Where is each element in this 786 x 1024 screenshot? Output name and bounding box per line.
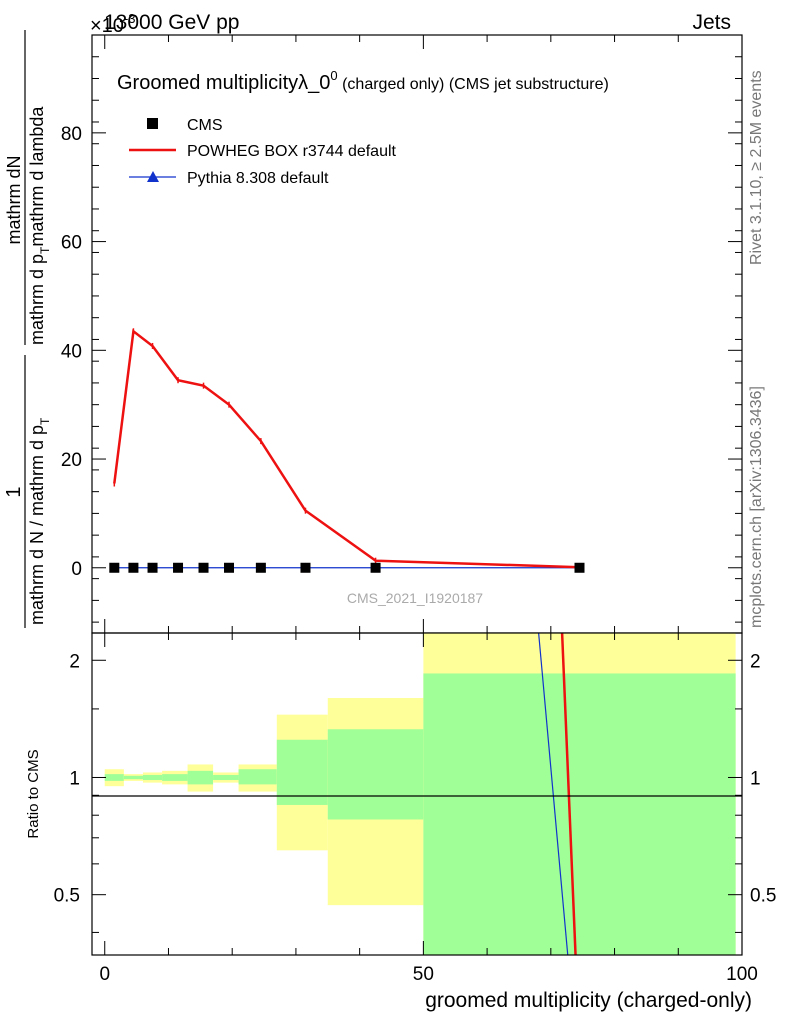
ratio-y-tick-label: 0.5 (54, 886, 80, 907)
ratio-band-inner (423, 673, 736, 955)
exponent-sup: -3 (124, 11, 136, 26)
exponent-label: ×10-3 (90, 11, 136, 37)
rivet-label: Rivet 3.1.10, ≥ 2.5M events (748, 70, 765, 265)
powheg-line (113, 328, 580, 569)
ratio-ticks: 0.5 0.5 1 1 2 2 0 50 100 (54, 633, 776, 985)
ratio-y-tick-label: 2 (69, 651, 80, 672)
cms-point (147, 562, 158, 573)
main-y-tick-label: 20 (61, 450, 82, 471)
main-y-tick-label: 40 (61, 341, 82, 362)
ratio-y-tick-label-right: 0.5 (750, 886, 776, 907)
cms-point (224, 562, 235, 573)
category-label: Jets (692, 11, 731, 34)
cms-point (128, 562, 139, 573)
legend-cms-marker (147, 118, 158, 129)
ratio-pythia-line (538, 633, 569, 955)
ylabel-denominator-sub: T (38, 246, 52, 254)
main-y-tick-label: 80 (61, 124, 82, 145)
ylabel-prefix-den: mathrm d N / mathrm d pT (27, 417, 52, 625)
ratio-y-tick-label-right: 2 (750, 651, 761, 672)
ratio-band-inner (142, 774, 163, 781)
x-tick-label: 100 (726, 964, 758, 985)
ratio-band-inner (104, 774, 124, 781)
x-axis-label: groomed multiplicity (charged-only) (425, 989, 752, 1012)
ratio-uncertainty-bands (104, 633, 736, 955)
cms-point (109, 562, 120, 573)
x-tick-label: 50 (413, 964, 434, 985)
ratio-band-inner (238, 769, 277, 785)
x-tick-label: 0 (99, 964, 110, 985)
energy-label: 13000 GeV pp (104, 11, 239, 34)
main-plot-title-sup: 0 (330, 68, 337, 83)
main-y-ticks: 0 20 40 60 80 (61, 35, 743, 633)
ratio-y-tick-label: 1 (69, 768, 80, 789)
cms-point (198, 562, 209, 573)
legend-pythia-marker (147, 171, 159, 182)
cms-point (300, 562, 311, 573)
ylabel-numerator: mathrm dN (4, 155, 24, 244)
ratio-band-inner (276, 739, 328, 805)
main-y-tick-label: 60 (61, 233, 82, 254)
ratio-band-inner (187, 770, 214, 785)
analysis-watermark: CMS_2021_I1920187 (347, 590, 483, 606)
ratio-band-inner (213, 774, 239, 781)
ratio-plot-frame (91, 632, 743, 956)
cms-point (574, 562, 585, 573)
ylabel-denominator-rest: mathrm d lambda (27, 106, 47, 247)
ylabel-denominator: mathrm d pTmathrm d lambda (27, 106, 52, 345)
cms-point (255, 562, 266, 573)
ratio-powheg-line (560, 633, 577, 955)
source-label: mcplots.cern.ch [arXiv:1306.3436] (748, 386, 765, 628)
cms-point (370, 562, 381, 573)
ratio-band-inner (162, 774, 188, 781)
main-plot-title: Groomed multiplicityλ_00 (charged only) … (117, 68, 609, 94)
main-y-tick-label: 0 (71, 559, 82, 580)
ylabel-prefix-num: 1 (3, 486, 25, 497)
legend-powheg-label: POWHEG BOX r3744 default (187, 143, 397, 160)
legend-pythia-label: Pythia 8.308 default (187, 170, 329, 187)
cms-point (173, 562, 184, 573)
main-y-axis-label: 1 mathrm d N / mathrm d pT mathrm dN mat… (3, 30, 52, 628)
ratio-y-axis-label: Ratio to CMS (25, 749, 42, 838)
main-series (109, 328, 585, 573)
ratio-band-inner (327, 729, 424, 820)
ylabel-prefix-den-sub: T (38, 417, 52, 425)
main-plot-title-tail: (charged only) (CMS jet substructure) (338, 76, 609, 93)
ratio-y-tick-label-right: 1 (750, 768, 761, 789)
ratio-series (538, 633, 577, 955)
legend-cms-label: CMS (187, 117, 223, 134)
legend: CMS POWHEG BOX r3744 default Pythia 8.30… (129, 117, 397, 187)
ratio-band-inner (123, 775, 143, 780)
